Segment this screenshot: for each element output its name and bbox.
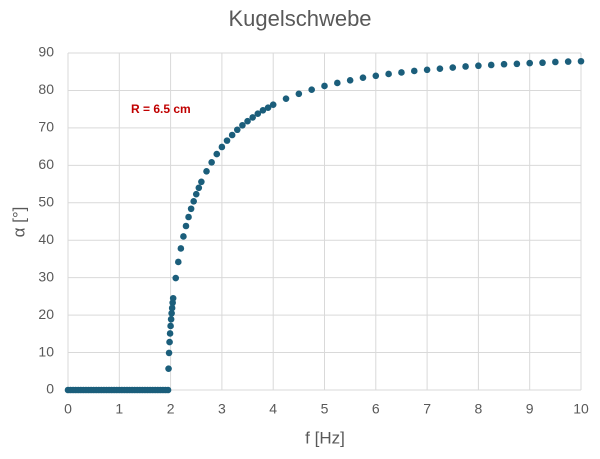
x-tick-label: 6 — [372, 401, 380, 417]
point — [385, 70, 392, 78]
point — [539, 59, 546, 67]
y-tick-label: 0 — [46, 381, 54, 397]
x-tick-label: 4 — [269, 401, 277, 417]
point — [244, 117, 251, 125]
point — [174, 258, 182, 266]
point — [552, 58, 559, 66]
point — [359, 74, 367, 82]
point — [282, 95, 290, 102]
point — [190, 197, 197, 205]
y-tick-label: 70 — [38, 119, 54, 135]
point — [259, 106, 267, 114]
x-tick-label: 2 — [167, 401, 175, 417]
point — [264, 104, 272, 111]
point — [167, 322, 174, 330]
point — [295, 90, 303, 98]
y-axis-label: α [°] — [9, 207, 28, 238]
point — [239, 121, 246, 129]
point — [213, 150, 221, 158]
point — [526, 59, 533, 67]
point — [487, 61, 495, 69]
x-tick-label: 0 — [64, 401, 72, 417]
x-tick-label: 1 — [115, 401, 123, 417]
point — [334, 79, 341, 87]
y-tick-label: 50 — [38, 193, 54, 209]
y-tick-label: 60 — [38, 156, 54, 172]
y-tick-label: 10 — [38, 343, 54, 359]
point — [165, 349, 173, 357]
point — [172, 274, 180, 282]
y-tick-label: 90 — [38, 44, 54, 60]
point — [513, 60, 521, 68]
x-tick-label: 8 — [475, 401, 483, 417]
x-tick-label: 10 — [573, 401, 589, 417]
x-tick-label: 9 — [526, 401, 534, 417]
point — [203, 168, 210, 175]
point — [321, 82, 328, 90]
y-tick-label: 30 — [38, 268, 54, 284]
point — [164, 386, 172, 394]
x-tick-label: 3 — [218, 401, 226, 417]
point — [167, 315, 175, 323]
point — [372, 72, 380, 80]
point — [166, 338, 173, 346]
x-axis-label: f [Hz] — [305, 428, 345, 447]
point — [195, 184, 203, 192]
point — [166, 330, 174, 337]
point — [500, 60, 508, 68]
x-tick-label: 7 — [423, 401, 431, 417]
point — [254, 110, 262, 117]
point — [269, 101, 277, 108]
point — [398, 69, 405, 76]
point — [198, 178, 205, 186]
point — [187, 205, 195, 213]
point — [423, 66, 431, 74]
point — [168, 309, 175, 317]
point — [410, 67, 418, 75]
point — [192, 190, 200, 198]
point — [436, 65, 444, 73]
point — [449, 64, 457, 71]
point — [185, 213, 192, 221]
point — [228, 131, 236, 139]
y-tick-label: 80 — [38, 81, 54, 97]
point — [564, 58, 572, 65]
point — [168, 304, 176, 312]
y-tick-label: 20 — [38, 306, 54, 322]
point — [308, 86, 315, 93]
point — [182, 222, 190, 230]
point — [249, 114, 256, 121]
point — [169, 294, 177, 302]
y-tick-label: 40 — [38, 231, 54, 247]
point — [218, 143, 226, 151]
point — [346, 77, 354, 84]
point — [475, 62, 482, 70]
point — [577, 57, 585, 65]
point — [208, 159, 215, 166]
chart-title: Kugelschwebe — [228, 6, 371, 31]
point — [165, 365, 172, 372]
point — [233, 126, 241, 134]
point — [177, 245, 185, 252]
point — [180, 233, 187, 240]
annotation: R = 6.5 cm — [131, 102, 191, 116]
point — [462, 63, 469, 70]
x-tick-label: 5 — [321, 401, 329, 417]
point — [223, 137, 231, 144]
